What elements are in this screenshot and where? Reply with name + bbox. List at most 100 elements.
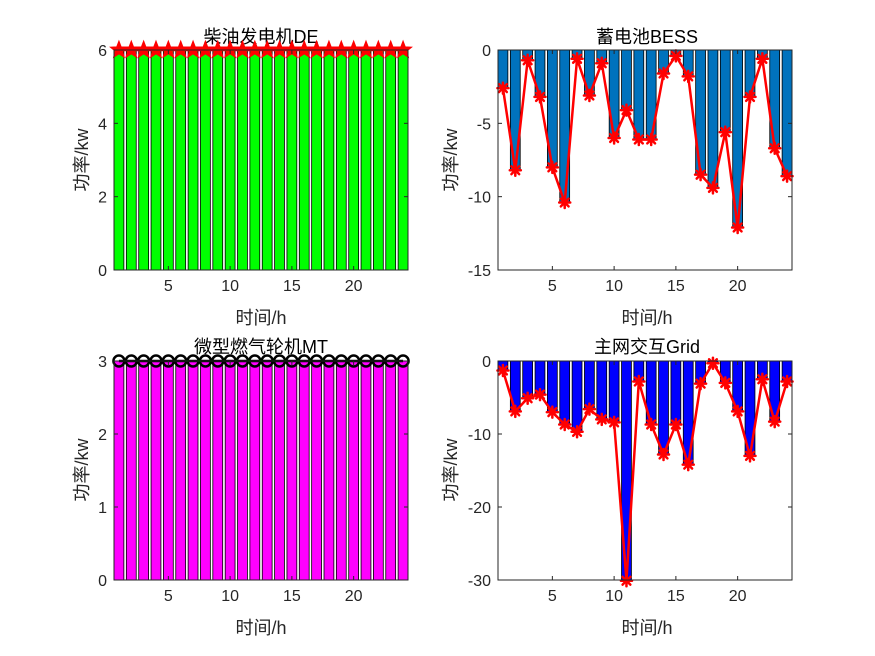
bar	[559, 49, 571, 203]
axes-box	[497, 360, 793, 581]
marker-asterisk	[730, 404, 745, 419]
marker-asterisk	[730, 220, 745, 235]
x-tick-label: 5	[164, 278, 173, 295]
bar	[571, 360, 583, 433]
bar	[360, 360, 372, 581]
marker-asterisk	[693, 376, 708, 391]
bar	[633, 49, 645, 140]
y-tick-label: 0	[98, 263, 107, 280]
bar	[373, 360, 384, 581]
panel-grid: 主网交互Grid 5 10 15 20 -30 -20 -10 0 时间/h 功率/kw	[441, 337, 794, 638]
marker-asterisk	[743, 449, 757, 463]
axes-box	[497, 49, 793, 271]
marker-asterisk	[632, 132, 646, 147]
bar	[397, 360, 409, 581]
panel-de: 柴油发电机DE 5 10 15 20 0 2 4 6 时间/h 功率/kw	[72, 27, 413, 328]
bar	[150, 49, 162, 271]
bar	[187, 49, 199, 271]
marker-asterisk	[718, 376, 733, 390]
y-tick-label: -10	[468, 427, 491, 444]
x-tick-label: 5	[548, 278, 557, 295]
marker-asterisk	[632, 374, 646, 389]
bar	[559, 360, 571, 425]
bar	[224, 360, 236, 581]
y-axis-label: 功率/kw	[72, 127, 92, 191]
bar	[286, 360, 298, 581]
marker-asterisk	[545, 160, 560, 175]
bar	[385, 360, 397, 581]
x-tick-label: 15	[283, 588, 301, 605]
marker-asterisk	[681, 457, 695, 472]
axes-box	[113, 360, 409, 581]
bar	[781, 49, 793, 177]
x-tick-label: 20	[345, 278, 363, 295]
marker-asterisk	[681, 69, 695, 84]
x-tick-label: 15	[667, 588, 685, 605]
marker-asterisk	[557, 417, 572, 432]
marker-asterisk	[582, 88, 597, 103]
marker-asterisk	[656, 66, 671, 81]
marker-asterisk	[755, 372, 770, 386]
marker-asterisk	[595, 412, 609, 427]
y-tick-label: 0	[482, 354, 491, 371]
axes-grid: 5 10 15 20 -30 -20 -10 0	[468, 354, 793, 605]
marker-asterisk	[545, 405, 560, 419]
bar	[348, 49, 359, 271]
bar	[249, 360, 261, 581]
x-tick-label: 20	[345, 588, 363, 605]
y-tick-label: 0	[482, 43, 491, 60]
bar	[237, 360, 248, 581]
x-tick-label: 20	[729, 588, 747, 605]
marker-asterisk	[533, 387, 547, 402]
bar	[360, 49, 372, 271]
bar	[274, 49, 285, 271]
marker-asterisk	[780, 374, 794, 389]
marker-asterisk	[582, 402, 597, 416]
marker-asterisk	[533, 90, 547, 104]
x-tick-label: 15	[667, 278, 685, 295]
axes-de: 5 10 15 20 0 2 4 6	[98, 43, 409, 295]
panel-bess: 蓄电池BESS 5 10 15 20 -15 -10 -5 0 时间/h 功率/kw	[441, 27, 794, 328]
bar	[224, 49, 236, 271]
y-tick-label: 0	[98, 573, 107, 590]
bar	[311, 49, 322, 271]
bar	[348, 360, 359, 581]
bar	[125, 360, 137, 581]
y-tick-label: -30	[468, 573, 491, 590]
bar	[286, 49, 298, 271]
y-axis-label: 功率/kw	[72, 437, 92, 501]
marker-asterisk	[570, 52, 584, 66]
y-tick-label: -15	[468, 263, 491, 280]
y-tick-label: -20	[468, 500, 491, 517]
bar	[163, 360, 174, 581]
bar	[125, 49, 137, 271]
bar	[385, 49, 397, 271]
marker-asterisk	[570, 425, 584, 439]
marker-asterisk	[780, 169, 794, 183]
y-axis-label: 功率/kw	[441, 437, 461, 501]
axes-bess: 5 10 15 20 -15 -10 -5 0	[468, 43, 793, 295]
bar	[373, 49, 384, 271]
bar	[187, 360, 199, 581]
y-tick-label: 2	[98, 427, 107, 444]
x-axis-label: 时间/h	[621, 308, 672, 328]
x-tick-label: 20	[729, 278, 747, 295]
marker-asterisk	[508, 163, 523, 178]
x-axis-label: 时间/h	[621, 618, 672, 638]
bar	[212, 360, 224, 581]
bar	[323, 49, 335, 271]
marker-asterisk	[718, 125, 733, 139]
bar	[298, 49, 310, 271]
bar	[335, 360, 347, 581]
marker-asterisk	[619, 103, 634, 117]
bar	[719, 49, 731, 133]
marker-asterisk	[767, 414, 782, 429]
bar	[261, 360, 273, 581]
y-axis-label: 功率/kw	[441, 127, 461, 191]
marker-asterisk	[767, 141, 782, 156]
bar	[608, 360, 620, 423]
bar	[113, 360, 125, 581]
bar	[163, 49, 174, 271]
y-tick-label: -5	[477, 116, 491, 133]
